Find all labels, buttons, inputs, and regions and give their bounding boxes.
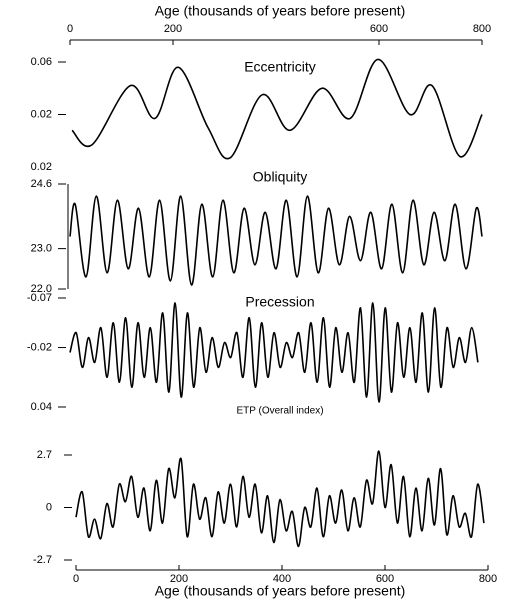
series-line bbox=[75, 450, 485, 548]
series-line bbox=[71, 58, 483, 160]
x-tick-label: 400 bbox=[273, 573, 291, 585]
y-tick-label: 23.0 bbox=[31, 243, 52, 255]
x-tick-label: 0 bbox=[73, 573, 79, 585]
panel-title: Precession bbox=[245, 294, 314, 310]
y-tick-label: 24.6 bbox=[31, 178, 52, 190]
x-axis-title: Age (thousands of years before present) bbox=[155, 3, 406, 19]
panel-title: ETP (Overall index) bbox=[236, 406, 323, 417]
x-axis-title: Age (thousands of years before present) bbox=[155, 583, 406, 599]
annotation: 0.02 bbox=[31, 161, 52, 173]
series-line bbox=[69, 195, 483, 286]
y-tick-label: 0.04 bbox=[31, 401, 52, 413]
x-tick-label: 200 bbox=[164, 23, 182, 35]
y-tick-label: 0.06 bbox=[31, 56, 52, 68]
x-tick-label: 600 bbox=[370, 23, 388, 35]
y-tick-label: -0.02 bbox=[27, 341, 52, 353]
series-line bbox=[69, 302, 479, 403]
y-tick-label: 0 bbox=[46, 501, 52, 513]
x-tick-label: 800 bbox=[479, 573, 497, 585]
panel-title: Eccentricity bbox=[244, 59, 316, 75]
y-tick-label: 22.0 bbox=[31, 283, 52, 295]
y-tick-label: 2.7 bbox=[37, 449, 52, 461]
x-tick-label: 0 bbox=[67, 23, 73, 35]
x-tick-label: 600 bbox=[376, 573, 394, 585]
x-tick-label: 800 bbox=[473, 23, 491, 35]
y-tick-label: -2.7 bbox=[33, 554, 52, 566]
x-tick-label: 200 bbox=[170, 573, 188, 585]
y-tick-label: -0.07 bbox=[27, 292, 52, 304]
y-tick-label: 0.02 bbox=[31, 108, 52, 120]
panel-title: Obliquity bbox=[253, 169, 307, 185]
